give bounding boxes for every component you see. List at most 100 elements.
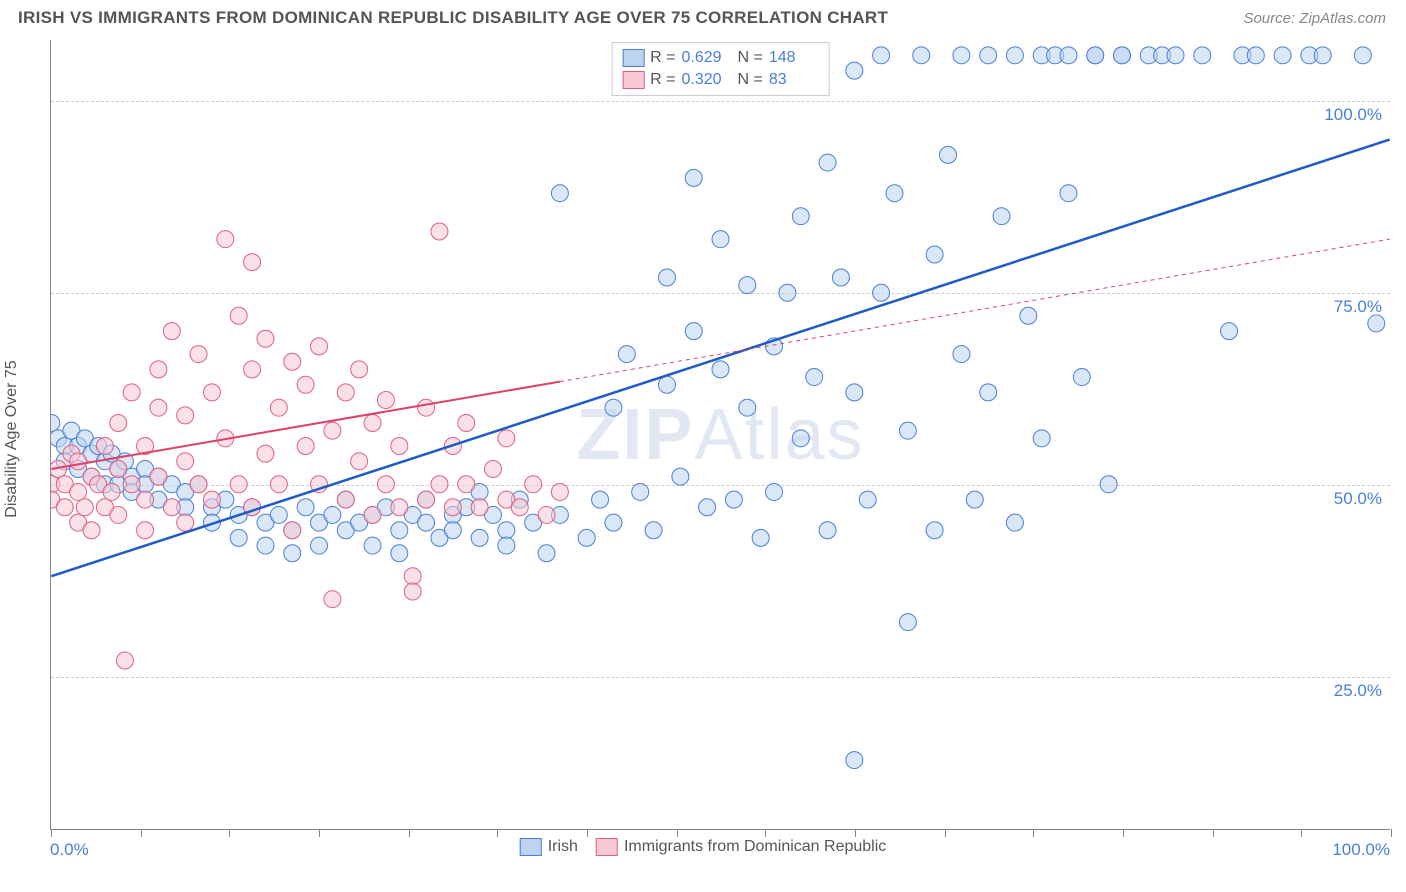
scatter-point: [217, 231, 234, 248]
scatter-point: [444, 499, 461, 516]
scatter-point: [699, 499, 716, 516]
scatter-point: [993, 208, 1010, 225]
x-tick: [1301, 829, 1302, 837]
scatter-point: [190, 476, 207, 493]
scatter-point: [190, 346, 207, 363]
scatter-point: [137, 522, 154, 539]
scatter-point: [846, 384, 863, 401]
y-axis-title: Disability Age Over 75: [3, 360, 21, 517]
scatter-point: [137, 491, 154, 508]
scatter-point: [766, 483, 783, 500]
scatter-point: [940, 146, 957, 163]
scatter-point: [712, 361, 729, 378]
scatter-point: [324, 422, 341, 439]
scatter-point: [404, 583, 421, 600]
x-tick: [497, 829, 498, 837]
scatter-point: [792, 208, 809, 225]
n-label: N =: [738, 49, 763, 67]
scatter-point: [76, 499, 93, 516]
scatter-point: [980, 384, 997, 401]
legend-item-irish: Irish: [520, 838, 578, 856]
scatter-point: [177, 407, 194, 424]
scatter-point: [337, 384, 354, 401]
scatter-point: [431, 476, 448, 493]
scatter-point: [752, 529, 769, 546]
scatter-point: [364, 415, 381, 432]
scatter-point: [110, 460, 127, 477]
x-max-label: 100.0%: [1332, 840, 1390, 860]
scatter-point: [244, 254, 261, 271]
scatter-point: [351, 453, 368, 470]
x-tick: [945, 829, 946, 837]
scatter-point: [886, 185, 903, 202]
scatter-point: [1114, 47, 1131, 64]
scatter-point: [1368, 315, 1385, 332]
scatter-point: [1020, 307, 1037, 324]
scatter-point: [377, 476, 394, 493]
scatter-point: [846, 752, 863, 769]
scatter-point: [110, 506, 127, 523]
scatter-point: [1247, 47, 1264, 64]
scatter-point: [725, 491, 742, 508]
scatter-point: [123, 476, 140, 493]
scatter-point: [311, 537, 328, 554]
legend-stats: R = 0.629 N = 148 R = 0.320 N = 83: [611, 42, 830, 96]
legend-label-dominican: Immigrants from Dominican Republic: [624, 838, 886, 856]
scatter-point: [297, 438, 314, 455]
x-tick: [1213, 829, 1214, 837]
scatter-point: [538, 545, 555, 562]
scatter-point: [163, 323, 180, 340]
scatter-point: [230, 307, 247, 324]
n-value-dominican: 83: [769, 71, 819, 89]
scatter-point: [980, 47, 997, 64]
scatter-point: [270, 506, 287, 523]
scatter-point: [953, 346, 970, 363]
scatter-point: [832, 269, 849, 286]
scatter-point: [56, 499, 73, 516]
scatter-point: [150, 399, 167, 416]
scatter-point: [257, 537, 274, 554]
r-label: R =: [650, 71, 675, 89]
legend-series: Irish Immigrants from Dominican Republic: [520, 838, 887, 856]
scatter-point: [1006, 47, 1023, 64]
scatter-point: [297, 376, 314, 393]
scatter-point: [1314, 47, 1331, 64]
swatch-dominican-icon: [596, 838, 618, 856]
x-tick: [229, 829, 230, 837]
scatter-point: [484, 460, 501, 477]
scatter-point: [1221, 323, 1238, 340]
scatter-point: [926, 246, 943, 263]
scatter-point: [913, 47, 930, 64]
scatter-point: [391, 438, 408, 455]
x-tick: [1033, 829, 1034, 837]
scatter-point: [270, 476, 287, 493]
scatter-point: [658, 269, 675, 286]
scatter-point: [311, 338, 328, 355]
r-value-dominican: 0.320: [682, 71, 732, 89]
n-label: N =: [738, 71, 763, 89]
x-tick: [677, 829, 678, 837]
scatter-point: [685, 169, 702, 186]
x-tick: [855, 829, 856, 837]
scatter-point: [163, 499, 180, 516]
scatter-point: [1274, 47, 1291, 64]
trend-line: [51, 140, 1389, 577]
scatter-point: [364, 537, 381, 554]
scatter-point: [458, 415, 475, 432]
scatter-point: [739, 277, 756, 294]
scatter-point: [351, 361, 368, 378]
scatter-point: [110, 415, 127, 432]
scatter-point: [404, 568, 421, 585]
scatter-point: [672, 468, 689, 485]
scatter-point: [1087, 47, 1104, 64]
scatter-point: [337, 491, 354, 508]
scatter-point: [150, 468, 167, 485]
scatter-point: [116, 652, 133, 669]
scatter-point: [873, 47, 890, 64]
scatter-point: [177, 453, 194, 470]
x-tick: [765, 829, 766, 837]
scatter-point: [498, 537, 515, 554]
scatter-point: [83, 522, 100, 539]
scatter-point: [471, 529, 488, 546]
scatter-point: [806, 369, 823, 386]
